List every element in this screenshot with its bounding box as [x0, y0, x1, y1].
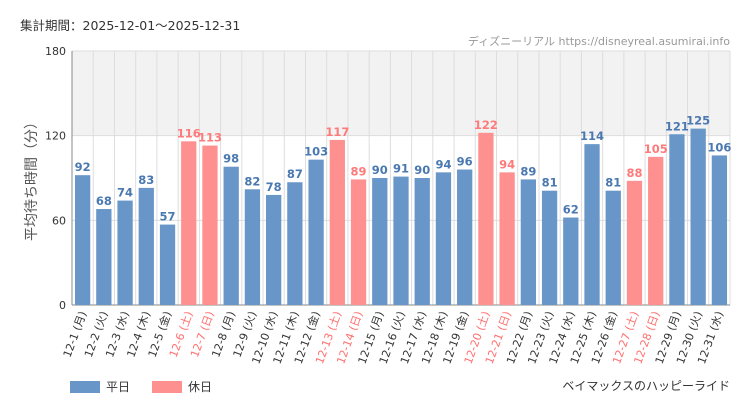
legend-holiday-label: 休日	[188, 380, 213, 394]
bar	[711, 155, 728, 305]
bar	[266, 194, 282, 305]
bar-value-label: 106	[707, 140, 731, 154]
bar-value-label: 121	[665, 119, 689, 133]
bar-value-label: 125	[686, 114, 710, 128]
bar	[499, 172, 515, 305]
bar	[202, 145, 218, 305]
site-credit: ディズニーリアル https://disneyreal.asumirai.inf…	[467, 35, 730, 48]
bar	[605, 190, 621, 305]
bar	[478, 132, 494, 305]
bar-value-label: 88	[626, 166, 642, 180]
bar	[584, 144, 600, 305]
bar	[308, 159, 324, 305]
bar-value-label: 83	[138, 173, 154, 187]
bar-value-label: 74	[117, 186, 133, 200]
bar-value-label: 90	[372, 163, 388, 177]
bar	[96, 209, 112, 305]
legend-weekday[interactable]: 平日	[70, 378, 130, 395]
bar-value-label: 92	[75, 160, 91, 174]
bar	[74, 175, 91, 305]
y-tick-label: 0	[59, 299, 66, 312]
y-axis-title: 平均待ち時間（分）	[24, 115, 40, 241]
bar	[329, 139, 345, 305]
bar	[435, 172, 452, 305]
bar	[244, 189, 261, 305]
legend-weekday-swatch	[70, 380, 100, 393]
bar-value-label: 81	[605, 176, 621, 190]
bar-value-label: 91	[393, 162, 409, 176]
bar-value-label: 103	[304, 145, 328, 159]
y-tick-label: 180	[45, 45, 66, 58]
bar-value-label: 68	[96, 194, 112, 208]
bar-value-label: 114	[580, 129, 604, 143]
y-tick-label: 60	[52, 214, 66, 227]
bar	[350, 179, 367, 305]
bar-value-label: 78	[266, 180, 282, 194]
ride-name: ベイマックスのハッピーライド	[562, 379, 730, 393]
bar	[117, 200, 133, 305]
bar	[414, 178, 430, 305]
bar-value-label: 116	[177, 126, 201, 140]
bar-value-label: 105	[644, 142, 668, 156]
highlight-band	[72, 51, 730, 136]
bar-value-label: 57	[160, 210, 176, 224]
bar	[648, 156, 664, 305]
bar	[457, 169, 473, 305]
bar-value-label: 62	[563, 203, 579, 217]
bar	[393, 176, 409, 305]
bar-value-label: 89	[520, 164, 536, 178]
bar-value-label: 94	[499, 157, 515, 171]
bar	[223, 166, 239, 305]
bar-value-label: 117	[325, 125, 349, 139]
bar	[563, 217, 579, 305]
bar-value-label: 96	[457, 155, 473, 169]
period-label: 集計期間：2025-12-01～2025-12-31	[20, 18, 241, 33]
bar	[690, 128, 706, 305]
bar	[669, 134, 685, 305]
bar-value-label: 94	[435, 157, 451, 171]
bar-value-label: 81	[542, 176, 558, 190]
bar-value-label: 98	[223, 152, 239, 166]
bar-value-label: 113	[198, 131, 222, 145]
legend: 平日 休日	[70, 378, 212, 395]
bar-value-label: 82	[244, 174, 260, 188]
bar	[181, 141, 197, 305]
y-tick-label: 120	[45, 130, 66, 143]
legend-holiday[interactable]: 休日	[152, 378, 212, 395]
bar	[159, 224, 176, 305]
bar-value-label: 89	[351, 164, 367, 178]
bar	[541, 190, 558, 305]
legend-weekday-label: 平日	[106, 380, 131, 394]
bar	[287, 182, 303, 305]
bar	[520, 179, 536, 305]
bar	[372, 178, 388, 305]
legend-holiday-swatch	[152, 380, 183, 393]
bar-value-label: 122	[474, 118, 498, 132]
bar	[626, 180, 643, 305]
bar-value-label: 90	[414, 163, 430, 177]
bar	[138, 187, 154, 305]
bar-value-label: 87	[287, 167, 303, 181]
